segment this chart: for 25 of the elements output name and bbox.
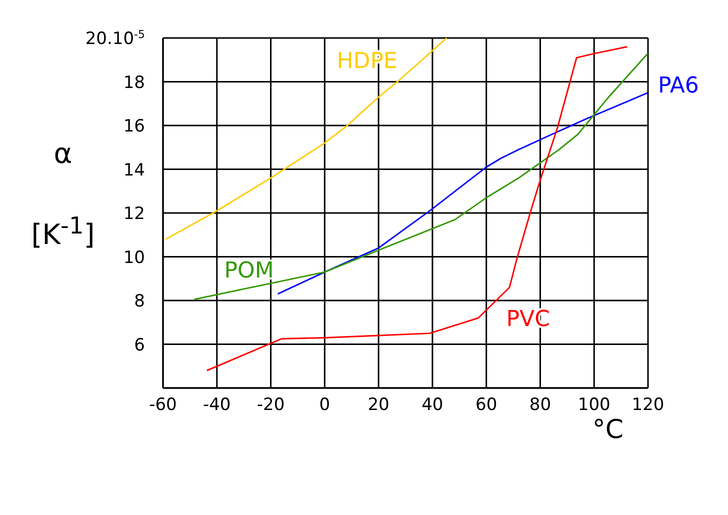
y-tick-label: 8 [134, 292, 145, 312]
x-tick-label: 40 [422, 395, 444, 415]
y-tick-label: 16 [123, 116, 145, 136]
x-tick-label: 100 [578, 395, 610, 415]
x-tick-label: 80 [529, 395, 552, 415]
x-tick-label: 60 [476, 395, 498, 415]
y-tick-label: 12 [123, 204, 145, 224]
y-tick-label: 20.10$^{-5}$ [85, 28, 145, 49]
line-series [277, 92, 648, 295]
line-series [164, 38, 448, 240]
x-tick-label: 20 [368, 395, 390, 415]
y-tick-label: 14 [123, 160, 145, 180]
x-tick-label: -40 [203, 395, 231, 415]
x-axis-title: °C [592, 415, 624, 445]
x-tick-label: -60 [149, 395, 177, 415]
line-series [194, 52, 648, 300]
x-tick-label: 0 [319, 395, 330, 415]
series-label: PA6 [658, 74, 699, 99]
x-tick-label: 120 [632, 395, 664, 415]
x-tick-label: -20 [256, 395, 285, 415]
text: α [K$^{-1}$] [31, 137, 95, 252]
y-tick-label: 18 [123, 72, 145, 93]
line-series [206, 46, 628, 372]
y-tick-label: 10 [123, 248, 145, 268]
y-tick-label: 6 [134, 335, 145, 356]
